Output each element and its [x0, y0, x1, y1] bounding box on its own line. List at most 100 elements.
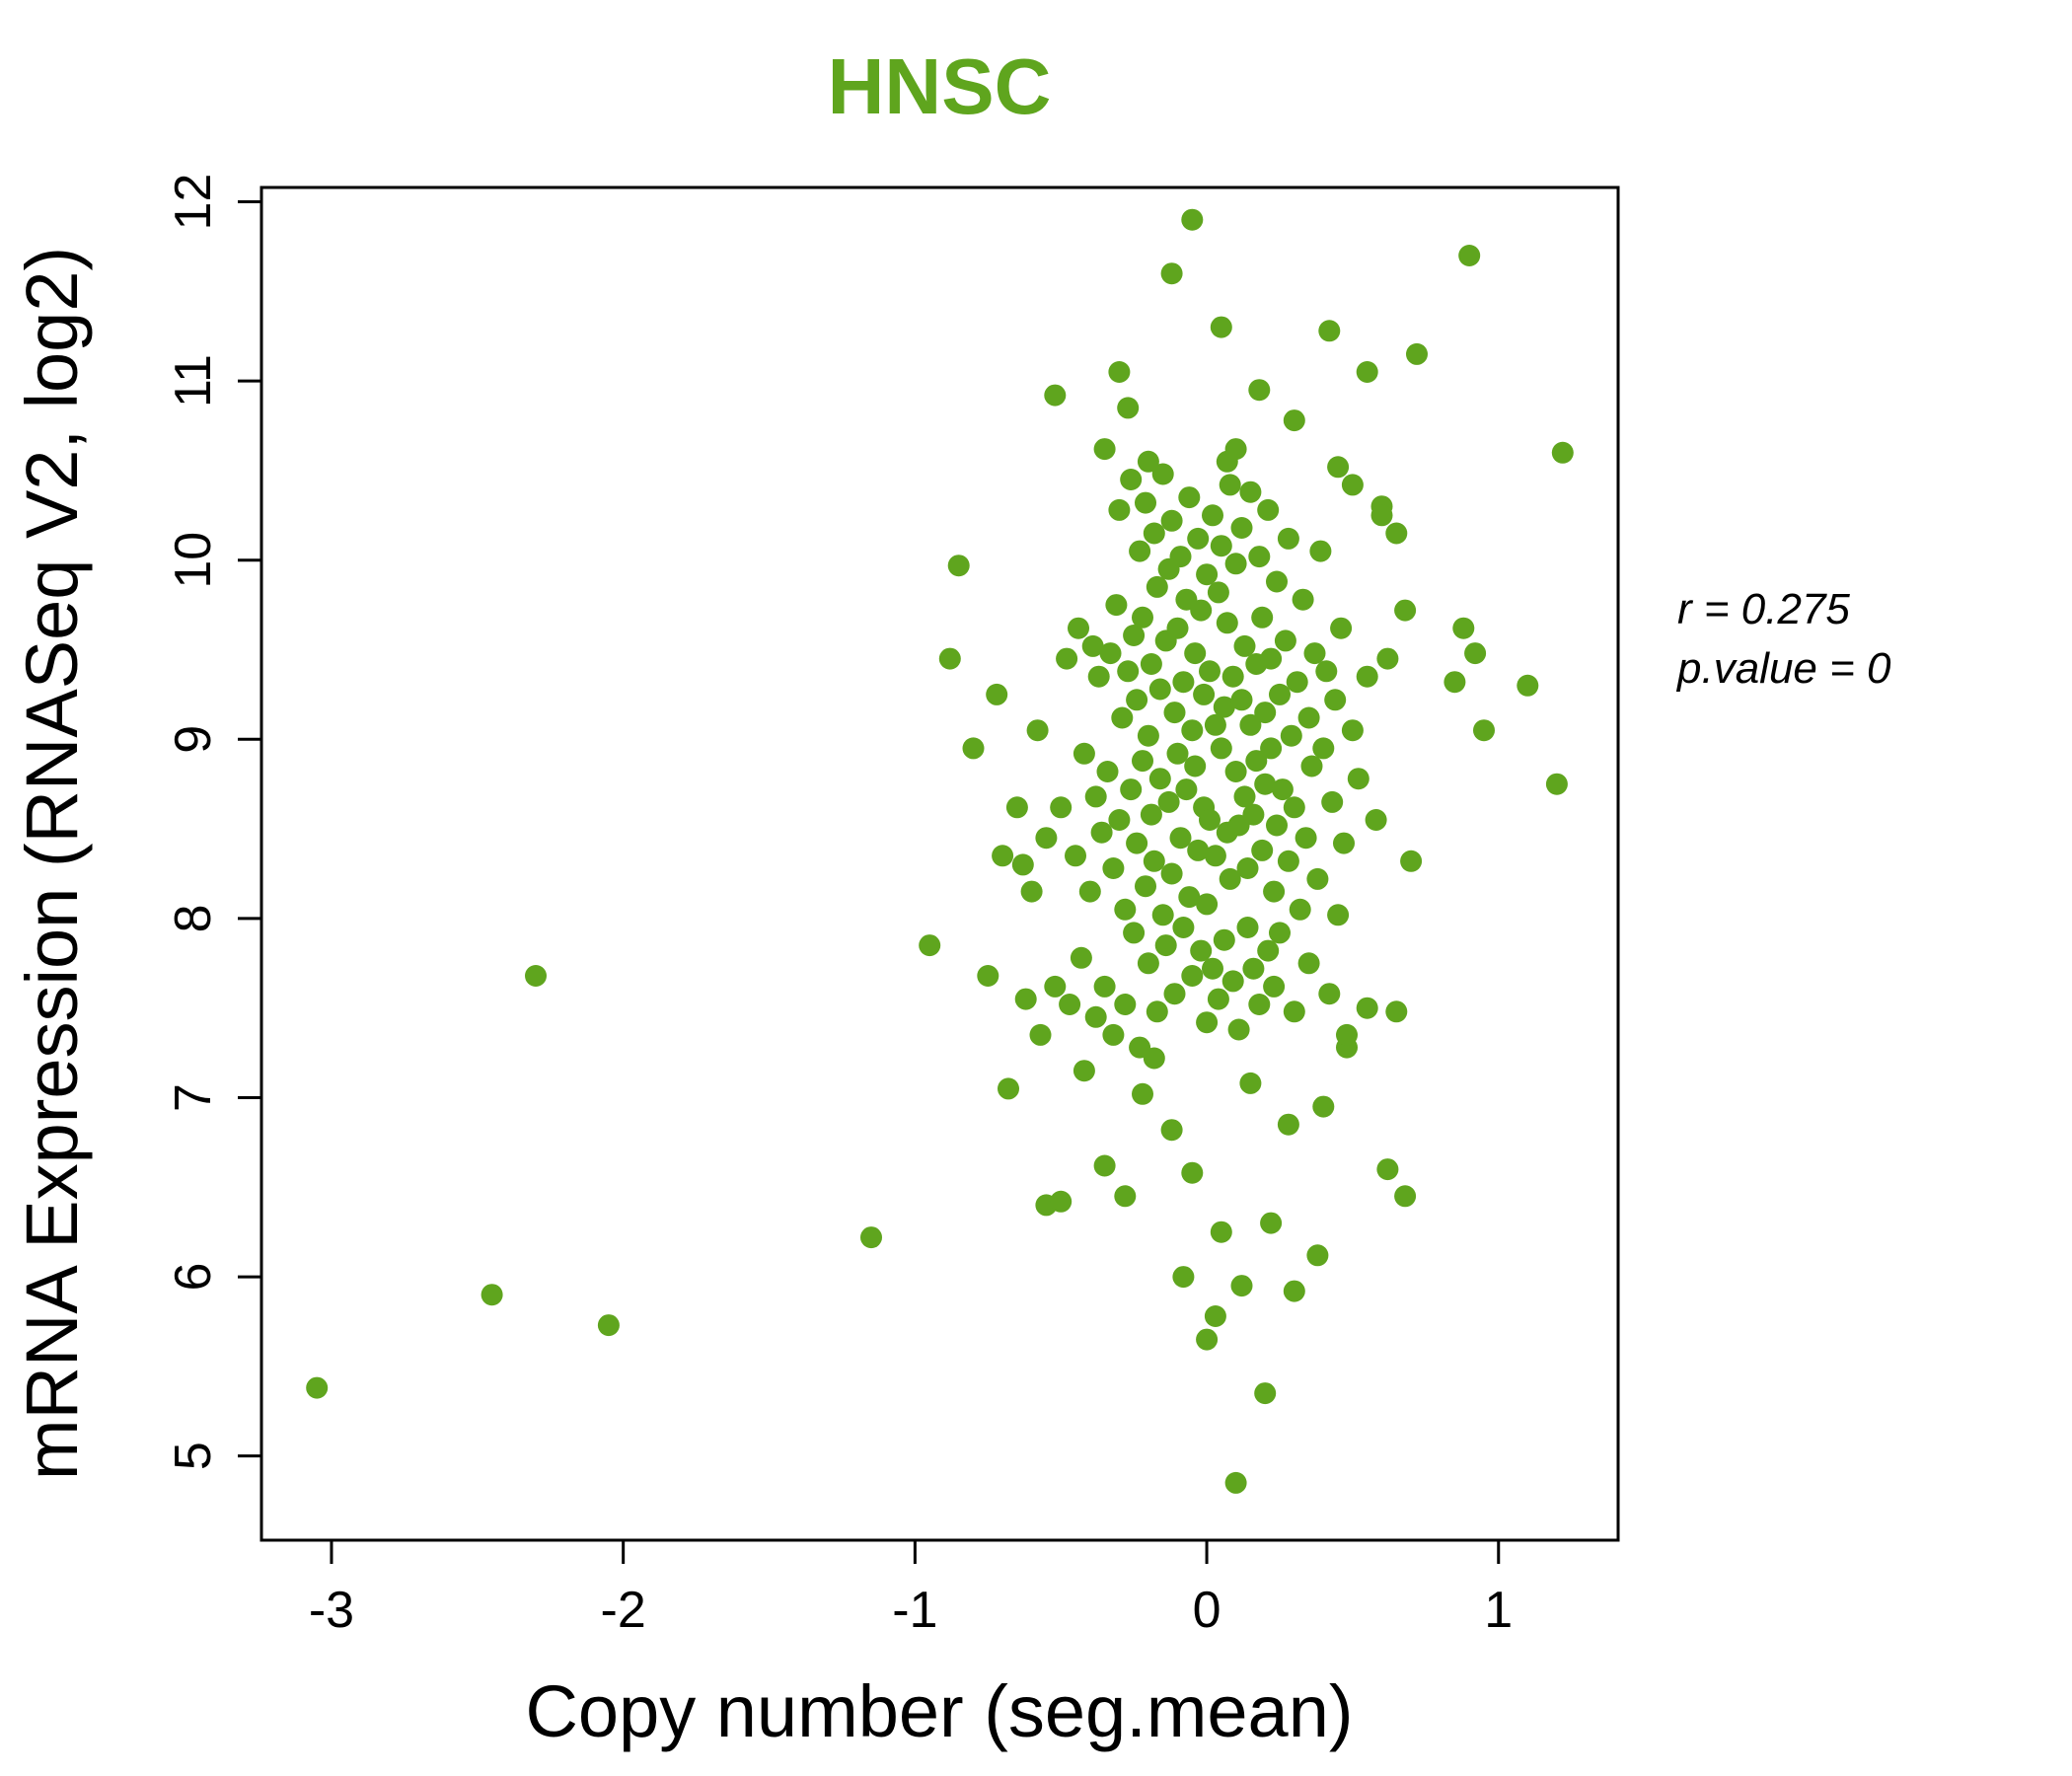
- data-point: [1336, 1023, 1358, 1046]
- points-layer: [306, 208, 1574, 1494]
- data-point: [1137, 724, 1159, 747]
- data-point: [1452, 617, 1475, 639]
- data-point: [1123, 922, 1146, 944]
- data-point: [986, 683, 1008, 705]
- data-point: [1102, 857, 1125, 879]
- data-point: [1096, 761, 1119, 782]
- data-point: [1154, 934, 1177, 957]
- data-point: [1251, 839, 1274, 861]
- data-point: [1295, 827, 1317, 850]
- data-point: [1213, 696, 1235, 718]
- data-point: [1216, 612, 1238, 634]
- data-point: [1271, 778, 1294, 801]
- data-point: [1011, 853, 1034, 876]
- data-point: [1005, 796, 1028, 819]
- y-tick-label: 7: [165, 1083, 222, 1112]
- data-point: [1207, 581, 1229, 604]
- x-axis: -3 -2 -1 0 1: [309, 1540, 1513, 1639]
- data-point: [1213, 928, 1235, 951]
- data-point: [1248, 546, 1271, 568]
- data-point: [1277, 850, 1299, 872]
- data-point: [1406, 342, 1428, 365]
- data-point: [1146, 575, 1168, 598]
- data-point: [1365, 809, 1387, 831]
- data-point: [1230, 689, 1253, 711]
- data-point: [1196, 1328, 1219, 1351]
- data-point: [1073, 742, 1095, 765]
- data-point: [1266, 814, 1288, 837]
- data-point: [1093, 438, 1116, 461]
- data-point: [1087, 665, 1110, 688]
- y-tick-label: 12: [165, 174, 222, 231]
- data-point: [1129, 540, 1151, 562]
- data-point: [1210, 535, 1232, 557]
- data-point: [1114, 1185, 1137, 1208]
- data-point: [1196, 893, 1219, 916]
- data-point: [481, 1284, 503, 1306]
- data-point: [1551, 441, 1574, 464]
- data-point: [1050, 796, 1073, 819]
- data-point: [1458, 245, 1481, 266]
- data-point: [1090, 821, 1113, 844]
- data-point: [947, 555, 970, 577]
- data-point: [1172, 917, 1195, 938]
- data-point: [938, 647, 961, 670]
- data-point: [1084, 1005, 1107, 1028]
- x-tick-label: 1: [1484, 1582, 1513, 1639]
- data-point: [1020, 880, 1043, 903]
- data-point: [1160, 509, 1183, 532]
- data-point: [1078, 880, 1101, 903]
- chart-title: HNSC: [828, 42, 1052, 130]
- data-point: [1070, 946, 1092, 969]
- data-point: [1266, 570, 1288, 593]
- y-tick-label: 11: [165, 354, 222, 407]
- data-point: [1236, 917, 1259, 938]
- data-point: [1297, 952, 1320, 975]
- data-point: [1277, 1113, 1299, 1136]
- data-point: [1178, 486, 1201, 509]
- data-point: [1151, 904, 1174, 926]
- data-point: [1143, 522, 1165, 545]
- data-point: [1099, 642, 1122, 665]
- data-point: [1239, 481, 1262, 503]
- data-point: [1400, 850, 1423, 872]
- data-point: [1172, 1266, 1195, 1289]
- data-point: [1059, 994, 1081, 1015]
- data-point: [1163, 983, 1186, 1005]
- data-point: [1108, 498, 1131, 521]
- data-point: [1137, 952, 1159, 975]
- data-point: [998, 1077, 1019, 1100]
- data-point: [1181, 719, 1204, 742]
- data-point: [1283, 796, 1305, 819]
- data-point: [1126, 832, 1148, 854]
- data-point: [1196, 563, 1219, 586]
- data-point: [1175, 778, 1198, 801]
- data-point: [1135, 875, 1156, 898]
- data-point: [1204, 713, 1226, 736]
- data-point: [1327, 904, 1350, 926]
- data-point: [1277, 527, 1299, 550]
- data-point: [1356, 997, 1378, 1019]
- data-point: [1227, 1018, 1250, 1041]
- data-point: [1309, 540, 1332, 562]
- data-point: [1187, 527, 1210, 550]
- data-point: [1056, 647, 1078, 670]
- data-point: [1132, 1082, 1153, 1105]
- data-point: [1260, 737, 1283, 760]
- data-point: [1187, 839, 1210, 861]
- data-point: [1135, 491, 1156, 514]
- data-point: [962, 737, 985, 760]
- data-point: [1143, 850, 1165, 872]
- data-point: [1324, 689, 1347, 711]
- data-point: [1184, 642, 1207, 665]
- y-tick-label: 10: [165, 532, 222, 589]
- data-point: [1303, 642, 1326, 665]
- x-axis-title: Copy number (seg.mean): [525, 1670, 1353, 1752]
- data-point: [1160, 862, 1183, 885]
- correlation-r-text: r = 0.275: [1677, 585, 1850, 633]
- data-point: [1117, 660, 1140, 683]
- data-point: [1193, 683, 1216, 705]
- data-point: [1210, 1221, 1232, 1243]
- data-point: [1219, 474, 1241, 496]
